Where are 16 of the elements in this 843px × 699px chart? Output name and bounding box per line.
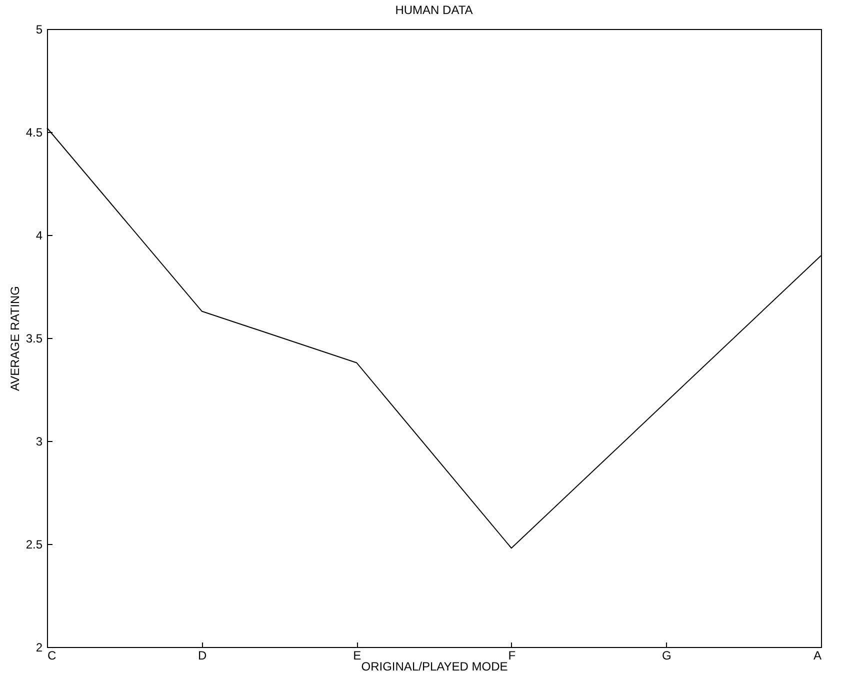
x-axis-title: ORIGINAL/PLAYED MODE	[361, 660, 508, 674]
y-tick-label: 4.5	[26, 126, 43, 140]
y-tick-label: 2	[36, 640, 43, 654]
x-tick-label: D	[198, 648, 207, 662]
x-tick-label: C	[48, 648, 56, 662]
x-tick-label: G	[662, 648, 672, 662]
y-tick-label: 4	[36, 228, 43, 242]
x-tick-label: F	[508, 648, 516, 662]
x-tick-label: E	[353, 648, 362, 662]
y-tick-label: 2.5	[26, 538, 43, 552]
y-tick-label: 3.5	[26, 332, 43, 346]
x-tick-label: A	[813, 648, 822, 662]
chart-title: HUMAN DATA	[395, 3, 473, 17]
y-tick-label: 3	[36, 434, 43, 448]
y-axis-title: AVERAGE RATING	[8, 286, 22, 391]
y-tick-label: 5	[36, 22, 43, 36]
